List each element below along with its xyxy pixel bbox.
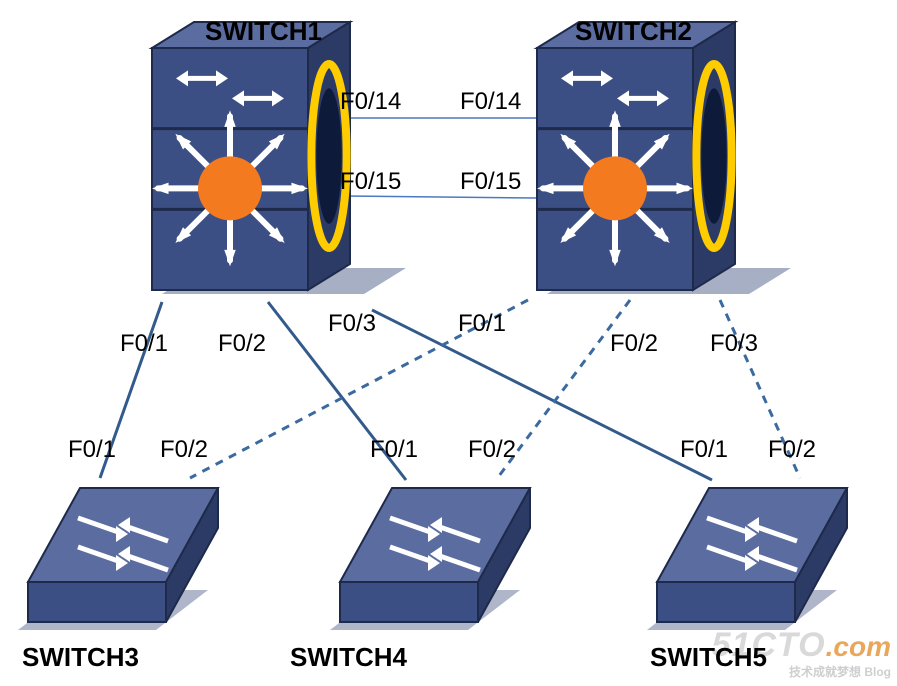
port-label: F0/2 xyxy=(218,330,266,358)
port-label: F0/1 xyxy=(370,436,418,464)
core-switch-sw1 xyxy=(152,22,406,294)
port-label: F0/3 xyxy=(710,330,758,358)
port-label: F0/1 xyxy=(120,330,168,358)
port-label: F0/15 xyxy=(460,168,521,196)
port-label: F0/1 xyxy=(68,436,116,464)
port-label: F0/2 xyxy=(610,330,658,358)
node-label-sw2: SWITCH2 xyxy=(575,16,692,47)
port-label: F0/14 xyxy=(460,88,521,116)
node-label-sw4: SWITCH4 xyxy=(290,642,407,673)
port-label: F0/15 xyxy=(340,168,401,196)
node-label-sw3: SWITCH3 xyxy=(22,642,139,673)
access-switch-sw5 xyxy=(647,488,847,630)
port-label: F0/2 xyxy=(768,436,816,464)
node-label-sw5: SWITCH5 xyxy=(650,642,767,673)
port-label: F0/2 xyxy=(160,436,208,464)
access-switch-sw3 xyxy=(18,488,218,630)
node-label-sw1: SWITCH1 xyxy=(205,16,322,47)
core-switch-sw2 xyxy=(537,22,791,294)
port-label: F0/14 xyxy=(340,88,401,116)
port-label: F0/1 xyxy=(680,436,728,464)
port-label: F0/2 xyxy=(468,436,516,464)
access-switch-sw4 xyxy=(330,488,530,630)
port-label: F0/3 xyxy=(328,310,376,338)
port-label: F0/1 xyxy=(458,310,506,338)
